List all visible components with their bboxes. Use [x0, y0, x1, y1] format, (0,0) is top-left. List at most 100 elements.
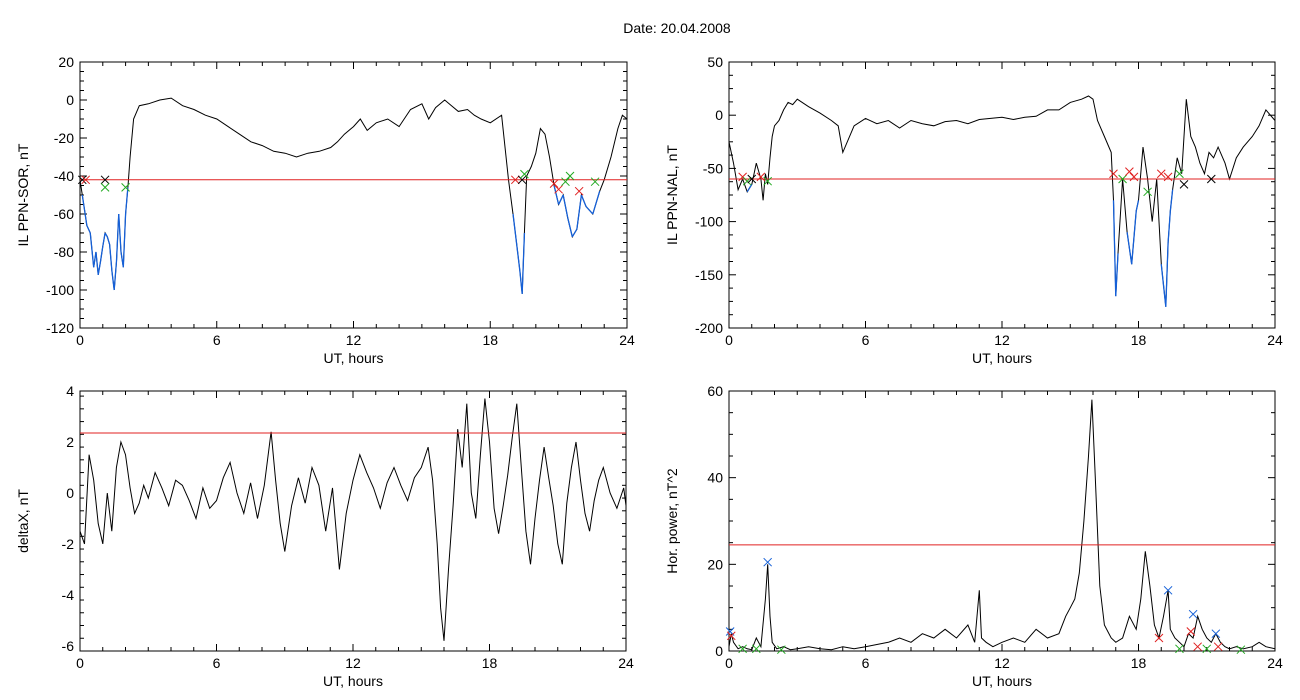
marker-stroke: [81, 175, 91, 185]
marker-stroke: [1175, 644, 1184, 654]
marker: [1118, 174, 1127, 184]
series-below-threshold: [1112, 200, 1117, 297]
y-tick-label: 2: [66, 434, 74, 450]
x-axis-label: UT, hours: [972, 350, 1032, 366]
marker-stroke: [100, 175, 110, 185]
marker-stroke: [751, 644, 761, 654]
x-tick-label: 18: [482, 655, 498, 671]
x-tick-label: 6: [213, 332, 221, 348]
y-tick-label: -120: [46, 320, 74, 336]
marker-stroke: [77, 175, 87, 185]
series-below-threshold: [592, 191, 601, 215]
marker: [1186, 627, 1196, 636]
marker-stroke: [747, 174, 757, 184]
y-tick-label: 40: [707, 470, 723, 486]
series-below-threshold: [576, 194, 583, 230]
marker: [590, 177, 600, 187]
marker-stroke: [121, 183, 130, 192]
marker: [1236, 645, 1246, 655]
marker: [1213, 642, 1223, 652]
y-tick-label: 20: [58, 54, 74, 70]
x-tick-label: 24: [1267, 655, 1283, 671]
x-tick-label: 24: [1267, 332, 1283, 348]
marker: [510, 175, 520, 185]
y-tick-label: 0: [66, 92, 74, 108]
series-below-threshold: [746, 184, 753, 193]
series-below-threshold: [113, 261, 118, 291]
marker-stroke: [574, 186, 584, 196]
series-below-threshold: [521, 232, 526, 294]
x-tick-label: 0: [725, 655, 733, 671]
plot-frame: [728, 390, 1276, 652]
marker: [549, 179, 559, 188]
marker: [561, 177, 570, 187]
y-tick-label: -100: [695, 214, 723, 230]
marker: [565, 171, 575, 181]
marker: [1193, 642, 1203, 652]
marker: [1179, 180, 1189, 189]
series-below-threshold: [567, 217, 573, 237]
y-tick-label: 20: [707, 556, 723, 572]
marker: [763, 176, 773, 186]
marker: [763, 557, 773, 567]
x-tick-label: 18: [1131, 332, 1147, 348]
plot-area: [80, 97, 627, 294]
series-below-threshold: [515, 242, 521, 272]
marker-stroke: [1236, 645, 1246, 655]
y-tick-label: 4: [66, 383, 74, 399]
plot-area: [729, 399, 1275, 651]
y-tick-label: 0: [715, 107, 723, 123]
series-below-threshold: [115, 213, 120, 262]
y-axis-label: deltaX, nT: [15, 489, 31, 553]
marker: [81, 175, 91, 185]
marker: [742, 176, 752, 186]
series-below-threshold: [558, 194, 564, 205]
y-tick-label: -50: [703, 160, 723, 176]
marker-stroke: [763, 557, 773, 567]
marker-stroke: [725, 627, 735, 636]
series-below-threshold: [1126, 232, 1133, 265]
series-below-threshold: [562, 194, 569, 218]
x-tick-label: 18: [1131, 655, 1147, 671]
y-tick-label: -2: [62, 536, 75, 552]
x-axis-label: UT, hours: [324, 350, 384, 366]
series-below-threshold: [512, 213, 518, 243]
x-tick-label: 12: [346, 332, 362, 348]
series-below-threshold: [124, 187, 129, 215]
x-tick-label: 0: [725, 332, 733, 348]
x-tick-label: 24: [618, 655, 634, 671]
marker: [517, 175, 527, 185]
figure-title: Date: 20.04.2008: [623, 20, 731, 36]
series-below-threshold: [1169, 189, 1174, 212]
x-tick-label: 0: [76, 332, 84, 348]
marker: [1211, 629, 1221, 639]
marker-stroke: [776, 645, 786, 655]
series-line: [729, 95, 1275, 307]
marker: [1175, 169, 1184, 179]
x-tick-label: 18: [482, 332, 498, 348]
series-below-threshold: [81, 194, 86, 211]
marker: [1109, 169, 1118, 179]
marker: [1188, 609, 1198, 619]
y-tick-label: -200: [695, 320, 723, 336]
marker: [1143, 187, 1152, 197]
x-tick-label: 6: [862, 332, 870, 348]
marker-stroke: [1186, 627, 1196, 636]
y-tick-label: 60: [707, 383, 723, 399]
series-below-threshold: [97, 261, 102, 275]
y-tick-label: -100: [46, 282, 74, 298]
marker: [1163, 585, 1173, 595]
marker-stroke: [1125, 167, 1134, 176]
y-axis-label: IL PPN-NAL, nT: [664, 145, 680, 245]
marker-stroke: [1143, 187, 1152, 197]
marker: [77, 175, 87, 185]
series-below-threshold: [1131, 210, 1137, 265]
plot-area: [80, 398, 626, 641]
marker-stroke: [517, 175, 527, 185]
marker: [747, 174, 757, 184]
plot-frame: [79, 61, 628, 329]
marker-stroke: [1193, 642, 1203, 652]
panel-il-ppn-sor: 0 6 12 18 24 20 0 -20 -40 -60 -80 -100 -120 UT, hours…: [15, 54, 635, 366]
panel-hor-power: 0 6 12 18 24 60 40 20 0 UT, hours Hor. power, nT^2: [664, 383, 1283, 689]
